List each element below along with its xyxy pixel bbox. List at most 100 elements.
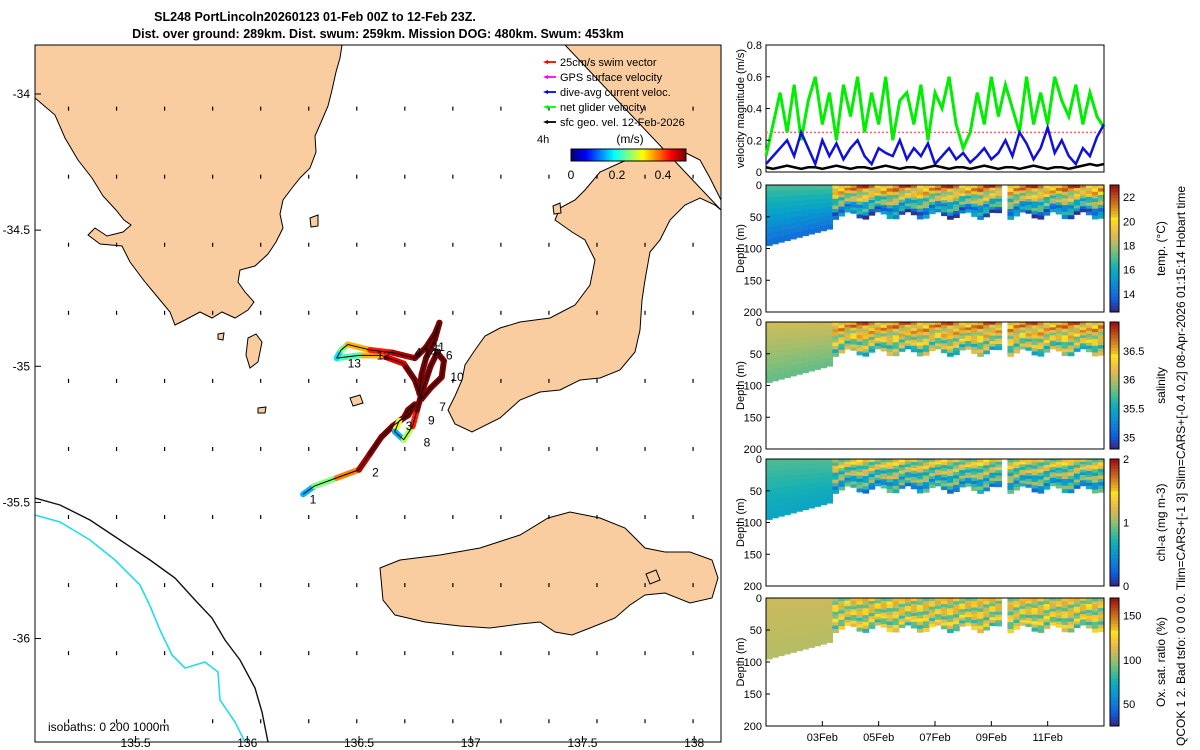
heatmap-cell <box>965 209 972 213</box>
heatmap-cell <box>1085 459 1093 463</box>
heatmap-cell <box>1055 476 1063 480</box>
heatmap-cell <box>1025 467 1033 471</box>
heatmap-cell <box>1037 212 1045 217</box>
heatmap-cell <box>959 620 966 624</box>
heatmap-cell <box>971 340 978 345</box>
heatmap-cell <box>983 626 990 631</box>
heatmap-cell <box>1055 470 1063 475</box>
heatmap-cell <box>1043 328 1051 332</box>
heatmap-cell <box>820 625 827 631</box>
heatmap-cell <box>922 601 930 606</box>
heatmap-cell <box>977 205 984 210</box>
heatmap-cell <box>1037 325 1045 330</box>
heatmap-cell <box>910 482 918 487</box>
heatmap-cell <box>1091 198 1099 203</box>
colorbar-segment <box>657 149 660 161</box>
colorbar-segment <box>626 149 629 161</box>
heatmap-colorbar-segment <box>1110 700 1119 705</box>
heatmap-cell <box>814 492 821 498</box>
heatmap-cell <box>826 598 833 604</box>
heatmap-cell <box>808 483 815 489</box>
heatmap-cell <box>1061 348 1069 353</box>
glider-track <box>300 319 447 498</box>
heatmap-cell <box>1019 598 1027 602</box>
heatmap-cell <box>820 340 827 346</box>
heatmap-cell <box>778 603 785 611</box>
heatmap-cell <box>826 220 833 226</box>
day-marker-label: 14 <box>424 346 438 360</box>
heatmap-cell <box>947 486 954 491</box>
heatmap-cell <box>874 324 882 328</box>
heatmap-cell <box>989 603 996 607</box>
heatmap-cell <box>995 335 1002 340</box>
heatmap-cell <box>983 213 990 218</box>
heatmap-cell <box>874 480 882 484</box>
heatmap-cell <box>916 621 924 626</box>
day-marker-label: 13 <box>348 357 362 371</box>
heatmap-cell <box>1091 195 1099 200</box>
heatmap-cell <box>922 351 930 356</box>
heatmap-cell <box>802 489 809 495</box>
heatmap-cell <box>1025 341 1033 346</box>
heatmap-cell <box>1049 187 1057 191</box>
heatmap-cell <box>862 205 870 210</box>
heatmap-cell <box>796 619 803 625</box>
heatmap-cell <box>772 639 779 646</box>
heatmap-cell <box>796 645 803 652</box>
heatmap-cell <box>1007 601 1015 606</box>
heatmap-cell <box>898 615 906 620</box>
heatmap-cell <box>1097 191 1105 196</box>
heatmap-cell <box>1019 343 1027 347</box>
heatmap-cell <box>953 207 960 212</box>
heatmap-cell <box>916 601 924 606</box>
heatmap-cell <box>959 201 966 206</box>
heatmap-cell <box>802 474 809 480</box>
heatmap-cell <box>1061 322 1069 326</box>
heatmap-colorbar-frame <box>1109 321 1120 450</box>
heatmap-cell <box>1043 619 1051 623</box>
heatmap-colorbar-segment <box>1110 296 1119 300</box>
heatmap-cell <box>953 194 960 199</box>
heatmap-cell <box>844 195 852 200</box>
heatmap-cell <box>1097 624 1105 629</box>
heatmap-cell <box>1025 600 1033 605</box>
heatmap-cell <box>977 479 984 484</box>
heatmap-cell <box>802 628 809 635</box>
heatmap-cell <box>880 603 888 608</box>
heatmap-cell <box>953 322 960 326</box>
heatmap-cell <box>1049 461 1057 465</box>
heatmap-cell <box>766 610 773 617</box>
heatmap-cell <box>856 344 864 349</box>
heatmap-cell <box>862 598 870 603</box>
heatmap-cell <box>1055 190 1063 195</box>
heatmap-cell <box>808 463 815 470</box>
day-marker-label: 7 <box>439 400 446 414</box>
heatmap-cell <box>1061 475 1069 480</box>
heatmap-cell <box>1073 470 1081 475</box>
heatmap-cell <box>1061 479 1069 483</box>
heatmap-cell <box>1067 628 1075 633</box>
heatmap-cell <box>910 473 918 478</box>
heatmap-cell <box>814 621 821 628</box>
heatmap-cell <box>1049 603 1057 607</box>
heatmap-cell <box>826 459 833 464</box>
heatmap-colorbar-segment <box>1110 286 1119 291</box>
heatmap-cell <box>1037 465 1045 470</box>
heatmap-cell <box>898 196 906 201</box>
heatmap-cell <box>995 481 1002 485</box>
heatmap-cell <box>850 473 858 477</box>
heatmap-cell <box>1085 615 1093 620</box>
heatmap-cell <box>898 211 906 215</box>
heatmap-cell <box>1037 335 1045 340</box>
heatmap-cell <box>916 482 924 487</box>
heatmap-cell <box>802 215 809 221</box>
heatmap-cell <box>947 476 954 481</box>
heatmap-cell <box>1037 489 1045 494</box>
heatmap-cell <box>790 485 797 492</box>
heatmap-cell <box>989 469 996 474</box>
heatmap-cell <box>832 489 840 494</box>
heatmap-cell <box>1073 333 1081 338</box>
heatmap-cell <box>880 327 888 332</box>
heatmap-cell <box>971 325 978 329</box>
